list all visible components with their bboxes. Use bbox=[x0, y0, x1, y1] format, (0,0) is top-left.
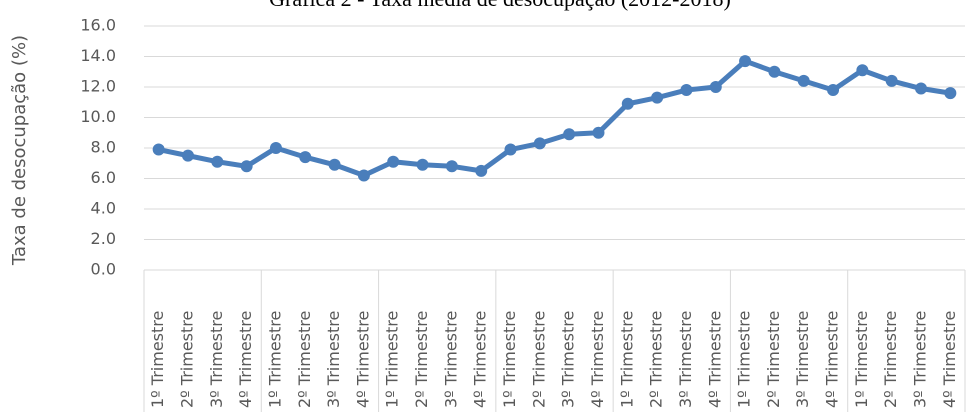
marker bbox=[504, 143, 517, 156]
marker bbox=[680, 84, 693, 97]
x-tick-label: 4º Trimestre bbox=[823, 311, 842, 408]
x-tick-label: 2º Trimestre bbox=[764, 311, 783, 408]
x-tick-label: 2º Trimestre bbox=[295, 311, 314, 408]
x-tick-label: 2º Trimestre bbox=[412, 311, 431, 408]
x-tick-label: 3º Trimestre bbox=[911, 311, 930, 408]
y-tick-label: 16.0 bbox=[80, 16, 116, 35]
x-tick-label: 4º Trimestre bbox=[588, 311, 607, 408]
marker bbox=[299, 151, 312, 164]
x-tick-label: 1º Trimestre bbox=[148, 311, 167, 408]
x-tick-label: 4º Trimestre bbox=[705, 311, 724, 408]
x-tick-label: 2º Trimestre bbox=[647, 311, 666, 408]
marker bbox=[181, 149, 194, 162]
marker bbox=[416, 158, 429, 171]
x-tick-label: 2º Trimestre bbox=[529, 311, 548, 408]
marker bbox=[357, 169, 370, 182]
marker bbox=[211, 155, 224, 168]
x-tick-label: 1º Trimestre bbox=[735, 311, 754, 408]
marker bbox=[768, 65, 781, 78]
marker bbox=[269, 142, 282, 154]
line bbox=[158, 58, 951, 178]
x-tick-label: 1º Trimestre bbox=[617, 311, 636, 408]
x-tick-label: 2º Trimestre bbox=[881, 311, 900, 408]
marker bbox=[827, 84, 840, 97]
marker bbox=[797, 74, 810, 87]
marker bbox=[856, 64, 869, 77]
marker bbox=[475, 164, 488, 177]
x-tick-label: 4º Trimestre bbox=[940, 311, 959, 408]
y-tick-label: 0.0 bbox=[91, 260, 116, 279]
x-tick-label: 3º Trimestre bbox=[559, 311, 578, 408]
marker bbox=[944, 87, 957, 100]
x-tick-label: 1º Trimestre bbox=[852, 311, 871, 408]
x-tick-label: 3º Trimestre bbox=[676, 311, 695, 408]
marker bbox=[709, 81, 722, 93]
x-tick-label: 3º Trimestre bbox=[793, 311, 812, 408]
marker bbox=[885, 74, 898, 87]
y-axis-label: Taxa de desocupação (%) bbox=[9, 35, 30, 266]
marker bbox=[592, 126, 605, 139]
x-tick-label: 1º Trimestre bbox=[383, 311, 402, 408]
y-tick-label: 12.0 bbox=[80, 77, 116, 96]
x-tick-label: 4º Trimestre bbox=[236, 311, 255, 408]
marker bbox=[445, 160, 458, 173]
y-tick-label: 14.0 bbox=[80, 46, 116, 65]
marker bbox=[387, 155, 400, 168]
y-tick-label: 2.0 bbox=[91, 229, 116, 248]
chart-title: Gráfica 2 - Taxa média de desocupação (2… bbox=[269, 0, 731, 11]
marker bbox=[739, 55, 752, 68]
marker bbox=[240, 160, 253, 173]
marker bbox=[563, 128, 576, 141]
y-tick-label: 4.0 bbox=[91, 199, 116, 218]
marker bbox=[621, 97, 634, 110]
y-tick-label: 10.0 bbox=[80, 107, 116, 126]
x-tick-label: 3º Trimestre bbox=[324, 311, 343, 408]
x-tick-label: 2º Trimestre bbox=[177, 311, 196, 408]
x-tick-label: 1º Trimestre bbox=[500, 311, 519, 408]
x-tick-label: 3º Trimestre bbox=[441, 311, 460, 408]
y-tick-label: 6.0 bbox=[91, 168, 116, 187]
x-tick-label: 3º Trimestre bbox=[207, 311, 226, 408]
y-tick-label: 8.0 bbox=[91, 138, 116, 157]
x-tick-label: 1º Trimestre bbox=[265, 311, 284, 408]
marker bbox=[651, 91, 664, 104]
x-tick-label: 4º Trimestre bbox=[471, 311, 490, 408]
marker bbox=[328, 158, 341, 171]
marker bbox=[915, 82, 928, 95]
marker bbox=[533, 137, 546, 150]
marker bbox=[152, 143, 165, 156]
x-tick-label: 4º Trimestre bbox=[353, 311, 372, 408]
